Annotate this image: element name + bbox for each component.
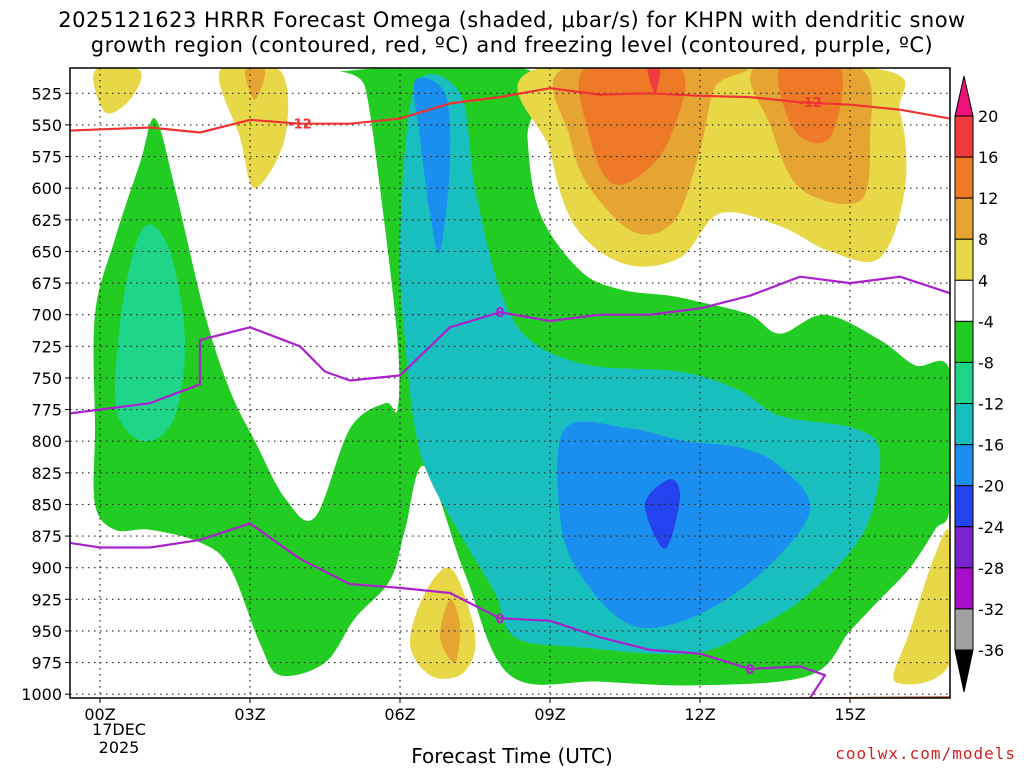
- colorbar-label: -28: [978, 559, 1004, 578]
- y-tick-label: 900: [31, 559, 62, 578]
- colorbar-swatch: [954, 238, 974, 281]
- y-tick-label: 825: [31, 464, 62, 483]
- omega-region-sink-top-mid-core: [244, 68, 266, 100]
- contour-label: -12: [798, 96, 822, 111]
- colorbar-label: 16: [978, 148, 998, 167]
- colorbar-label: -8: [978, 353, 994, 372]
- y-tick-label: 775: [31, 401, 62, 420]
- colorbar-swatch: [954, 156, 974, 199]
- y-tick-label: 850: [31, 495, 62, 514]
- colorbar-label: -24: [978, 518, 1004, 537]
- colorbar-label: -16: [978, 436, 1004, 455]
- omega-region-strong-lift: [413, 77, 451, 253]
- omega-region-sink-top-mid: [218, 68, 289, 189]
- omega-region-sink-top-peak: [647, 68, 661, 94]
- omega-region-sink-upper-core: [578, 68, 686, 185]
- x-tick-label: 06Z: [384, 705, 415, 724]
- y-tick-label: 725: [31, 337, 62, 356]
- colorbar-swatch: [954, 444, 974, 487]
- omega-region-sink-topleft: [93, 68, 142, 114]
- colorbar-swatch: [954, 526, 974, 569]
- contour-freezing-level-0C-upper: [70, 275, 950, 415]
- colorbar-swatch: [954, 197, 974, 240]
- y-tick-label: 875: [31, 527, 62, 546]
- y-tick-label: 800: [31, 432, 62, 451]
- date-label-line-1: 17DEC: [92, 720, 146, 739]
- x-tick-label: 15Z: [834, 705, 865, 724]
- plot-frame: [69, 67, 951, 699]
- colorbar-bottom-arrow: [954, 649, 974, 693]
- contour-label: 0: [495, 306, 504, 321]
- x-tick-label: 09Z: [534, 705, 565, 724]
- contour-label: -12: [288, 118, 312, 133]
- x-axis-label: Forecast Time (UTC): [411, 744, 613, 768]
- colorbar-label: -32: [978, 600, 1004, 619]
- y-tick-label: 525: [31, 84, 62, 103]
- y-tick-label: 925: [31, 590, 62, 609]
- y-tick-label: 575: [31, 148, 62, 167]
- colorbar-label: -20: [978, 477, 1004, 496]
- y-tick-label: 975: [31, 654, 62, 673]
- contour-label: 0: [745, 663, 754, 678]
- colorbar-swatch: [954, 361, 974, 405]
- colorbar-top-arrow: [954, 75, 974, 117]
- colorbar-label: 20: [978, 107, 998, 126]
- credit-text: coolwx.com/models: [835, 744, 1016, 763]
- chart-title-line-1: 2025121623 HRRR Forecast Omega (shaded, …: [58, 8, 966, 32]
- y-tick-label: 600: [31, 179, 62, 198]
- x-tick-label: 12Z: [684, 705, 715, 724]
- chart-title-line-2: growth region (contoured, red, ºC) and f…: [90, 33, 934, 57]
- x-tick-label: 03Z: [234, 705, 265, 724]
- colorbar-swatch: [954, 608, 974, 651]
- colorbar-label: -4: [978, 312, 994, 331]
- colorbar-swatch: [954, 320, 974, 363]
- colorbar-label: -12: [978, 395, 1004, 414]
- omega-region-intense-lift: [644, 479, 681, 549]
- colorbar-label: 8: [978, 230, 988, 249]
- colorbar-swatch: [954, 403, 974, 446]
- y-tick-label: 750: [31, 369, 62, 388]
- y-tick-label: 1000: [21, 685, 62, 704]
- y-tick-label: 700: [31, 306, 62, 325]
- colorbar-swatch: [954, 485, 974, 528]
- date-label-line-2: 2025: [98, 738, 140, 757]
- contour-label: 0: [495, 612, 504, 627]
- contour-dendritic-growth-minus12: [70, 87, 950, 134]
- y-tick-label: 650: [31, 242, 62, 261]
- y-tick-label: 950: [31, 622, 62, 641]
- colorbar-swatch: [954, 115, 974, 158]
- omega-region-sink-lower-right: [893, 529, 950, 685]
- colorbar-label: -36: [978, 641, 1004, 660]
- omega-region-strong-lift-low: [557, 421, 811, 629]
- colorbar-swatch: [954, 567, 974, 610]
- colorbar-label: 12: [978, 189, 998, 208]
- colorbar-swatch: [954, 279, 974, 322]
- colorbar-label: 4: [978, 271, 988, 290]
- x-tick-label: 00Z: [84, 705, 115, 724]
- y-tick-label: 625: [31, 211, 62, 230]
- y-tick-label: 675: [31, 274, 62, 293]
- omega-region-sink-lower-core: [439, 599, 461, 663]
- omega-region-lift-core: [115, 224, 186, 442]
- y-tick-label: 550: [31, 116, 62, 135]
- contour-freezing-level-0C-lower: [70, 522, 827, 698]
